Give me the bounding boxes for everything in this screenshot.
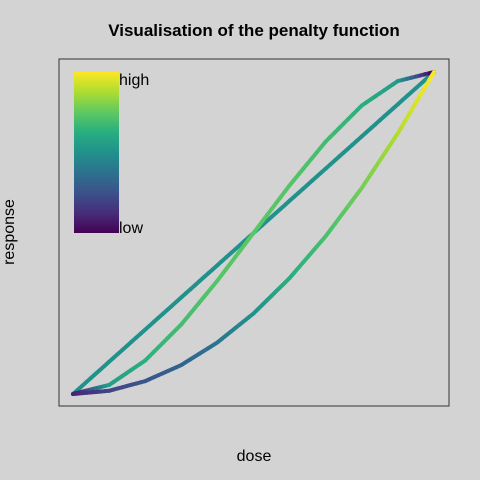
series-line-1 [71,70,436,396]
series-layer [71,70,436,396]
series-line-3 [71,70,436,396]
colorbar: high low [74,72,149,237]
colorbar-gradient [74,72,119,233]
series-3-segment [427,70,436,82]
y-axis-label: response [1,199,18,265]
colorbar-high-label: high [119,72,149,89]
series-line-2 [71,70,436,396]
plot-panel [58,58,450,407]
colorbar-low-label: low [119,220,143,237]
chart-title: Visualisation of the penalty function [108,21,400,40]
x-axis-label: dose [237,448,272,465]
